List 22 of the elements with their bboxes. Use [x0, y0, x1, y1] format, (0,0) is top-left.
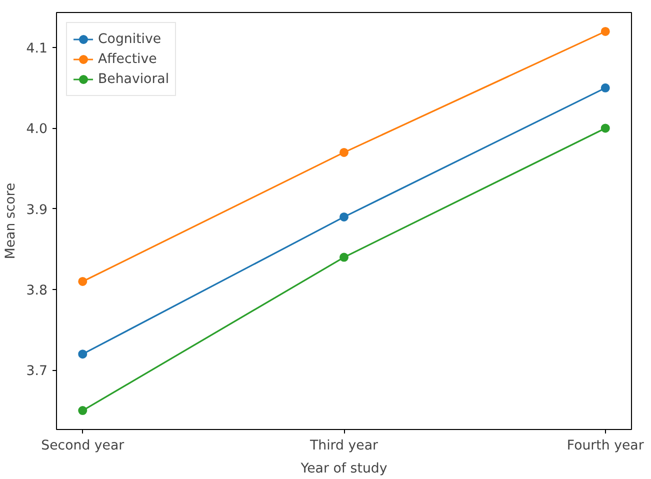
legend-label: Affective: [98, 52, 157, 66]
point: [340, 252, 348, 262]
y-tick-label: 4.0: [26, 122, 48, 138]
point: [600, 26, 610, 36]
point: [340, 148, 348, 157]
point: [78, 277, 88, 286]
x-tick-label: Fourth year: [566, 438, 644, 454]
point: [340, 212, 348, 222]
y-tick-label: 4.1: [26, 42, 48, 57]
point: [78, 350, 88, 359]
y-tick-label: 3.9: [26, 202, 48, 218]
y-axis-title: Mean score: [3, 182, 18, 260]
legend-label: Behavioral: [98, 72, 170, 86]
legend-label: Cognitive: [98, 32, 162, 46]
x-axis-title: Year of study: [300, 462, 388, 476]
point: [600, 83, 610, 92]
y-tick-label: 3.7: [26, 364, 48, 380]
x-tick-label: Third year: [309, 438, 379, 454]
x-tick-label: Second year: [41, 438, 125, 454]
point: [600, 124, 610, 133]
point: [78, 406, 88, 416]
y-tick-label: 3.8: [26, 284, 48, 299]
